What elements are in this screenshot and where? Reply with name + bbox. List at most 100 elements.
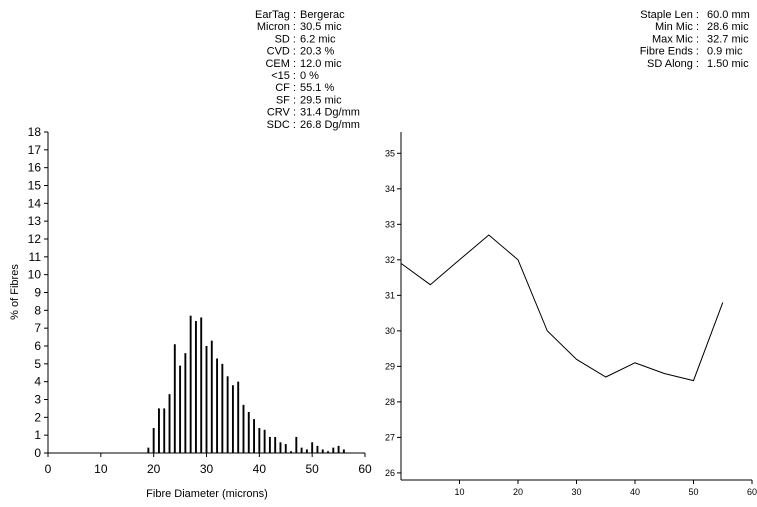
histogram-bar — [337, 445, 340, 453]
stats-left-block: EarTag : Bergerac Micron : 30.5 mic SD : 6.2 … — [255, 9, 360, 131]
histogram-bar — [205, 346, 208, 453]
histogram-bar — [279, 442, 282, 453]
histogram-bar — [147, 447, 150, 453]
histogram-y-tick-label: 14 — [28, 196, 42, 210]
histogram-bar — [268, 436, 271, 453]
histogram-bar — [274, 436, 277, 453]
histogram-y-tick-label: 7 — [34, 321, 41, 335]
histogram-bar — [300, 447, 303, 453]
stat-left-label: CRV : — [267, 107, 296, 119]
line-chart-y-tick-label: 29 — [385, 361, 395, 371]
stat-left-label: CVD : — [267, 46, 296, 58]
histogram-x-tick-label: 30 — [200, 462, 214, 476]
histogram-bar — [305, 449, 308, 453]
stat-right-label: Min Mic : — [655, 21, 699, 33]
histogram-bar — [247, 411, 250, 453]
histogram-bar — [321, 449, 324, 453]
histogram-bar — [200, 317, 203, 453]
histogram-bar — [284, 444, 287, 453]
fibre-diameter-profile-line — [400, 234, 724, 382]
stat-left-value: 55.1 % — [300, 82, 334, 94]
histogram-x-tick-label: 50 — [305, 462, 319, 476]
stat-left-label: CF : — [275, 82, 296, 94]
histogram-y-axis-title: % of Fibres — [9, 264, 21, 320]
stat-right-label: Fibre Ends : — [640, 46, 699, 58]
stat-right-label: Max Mic : — [652, 33, 699, 45]
histogram-bar — [184, 353, 187, 453]
line-chart-y-tick-label: 35 — [385, 148, 395, 158]
histogram-bar — [179, 365, 182, 453]
stat-right-label: SD Along : — [647, 58, 699, 70]
histogram-y-tick-label: 15 — [28, 179, 42, 193]
stat-right-value: 60.0 mm — [707, 9, 750, 21]
histogram-y-tick-label: 9 — [34, 286, 41, 300]
line-chart-x-tick-label: 60 — [747, 487, 757, 497]
histogram-y-tick-label: 5 — [34, 357, 41, 371]
histogram-bar — [216, 358, 219, 453]
histogram-bar — [290, 451, 292, 453]
histogram-bar — [332, 447, 335, 453]
histogram-x-ticks: 0 10 20 30 40 50 60 — [45, 453, 372, 476]
histogram-y-tick-label: 3 — [34, 393, 41, 407]
histogram-bar — [226, 376, 229, 453]
stat-left-value: 29.5 mic — [300, 94, 342, 106]
stat-left-label: SD : — [275, 33, 296, 45]
histogram-x-tick-label: 60 — [358, 462, 372, 476]
histogram-bar — [263, 429, 266, 453]
histogram-y-tick-label: 12 — [28, 232, 42, 246]
histogram-bar — [316, 445, 319, 453]
histogram-x-tick-label: 20 — [147, 462, 161, 476]
line-chart-y-tick-label: 26 — [385, 468, 395, 478]
histogram-bar — [327, 451, 329, 453]
histogram-y-tick-label: 10 — [28, 268, 42, 282]
histogram-y-tick-label: 2 — [34, 410, 41, 424]
histogram-bar — [189, 315, 192, 453]
line-chart: 26 27 28 29 30 31 32 33 34 35 10 20 30 40 50 60 — [385, 132, 757, 497]
histogram-y-tick-label: 18 — [28, 125, 42, 139]
stat-left-value: 0 % — [300, 70, 319, 82]
stat-left-value: 31.4 Dg/mm — [300, 107, 360, 119]
histogram-bar — [221, 363, 224, 453]
stat-left-label: Micron : — [257, 21, 296, 33]
stat-left-value: 26.8 Dg/mm — [300, 119, 360, 131]
stat-left-value: Bergerac — [300, 9, 345, 21]
histogram-bar — [163, 408, 166, 453]
line-chart-y-tick-label: 34 — [385, 184, 395, 194]
histogram-bar — [168, 394, 171, 453]
stat-left-label: EarTag : — [255, 9, 296, 21]
stats-right-block: Staple Len : 60.0 mm Min Mic : 28.6 mic Max … — [640, 9, 750, 70]
line-chart-y-ticks: 26 27 28 29 30 31 32 33 34 35 — [385, 148, 401, 478]
line-chart-y-tick-label: 33 — [385, 219, 395, 229]
line-chart-y-tick-label: 32 — [385, 255, 395, 265]
stat-left-value: 20.3 % — [300, 46, 334, 58]
histogram-bar — [311, 442, 314, 453]
stat-left-value: 30.5 mic — [300, 21, 342, 33]
histogram-y-tick-label: 4 — [34, 375, 41, 389]
stat-right-value: 32.7 mic — [707, 33, 749, 45]
line-chart-x-tick-label: 10 — [454, 487, 464, 497]
line-chart-x-tick-label: 50 — [688, 487, 698, 497]
histogram-bar — [295, 436, 298, 453]
stat-right-value: 1.50 mic — [707, 58, 749, 70]
histogram-y-tick-label: 6 — [34, 339, 41, 353]
line-chart-x-tick-label: 40 — [630, 487, 640, 497]
stat-right-label: Staple Len : — [640, 9, 699, 21]
histogram-bar — [253, 419, 256, 453]
stat-left-label: CEM : — [265, 58, 296, 70]
stat-left-label: SF : — [276, 94, 296, 106]
histogram-bar — [194, 321, 197, 453]
histogram-bar — [210, 340, 213, 453]
stat-left-label: SDC : — [267, 119, 296, 131]
line-chart-x-tick-label: 20 — [513, 487, 523, 497]
histogram-y-tick-label: 17 — [28, 143, 42, 157]
histogram-bar — [242, 404, 245, 453]
histogram-x-tick-label: 0 — [45, 462, 52, 476]
histogram-bar — [231, 385, 234, 453]
line-chart-y-tick-label: 30 — [385, 326, 395, 336]
histogram-bar — [237, 381, 240, 453]
line-chart-y-tick-label: 27 — [385, 432, 395, 442]
histogram-x-tick-label: 10 — [94, 462, 108, 476]
histogram-y-tick-label: 16 — [28, 161, 42, 175]
